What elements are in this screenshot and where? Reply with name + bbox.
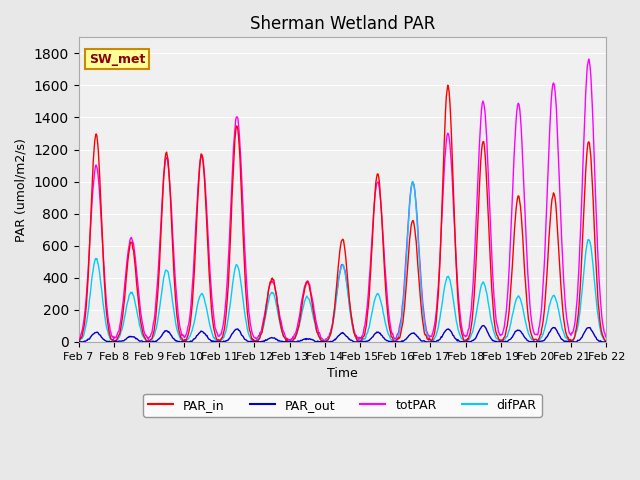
Text: SW_met: SW_met xyxy=(89,53,145,66)
Title: Sherman Wetland PAR: Sherman Wetland PAR xyxy=(250,15,435,33)
Legend: PAR_in, PAR_out, totPAR, difPAR: PAR_in, PAR_out, totPAR, difPAR xyxy=(143,394,541,417)
Y-axis label: PAR (umol/m2/s): PAR (umol/m2/s) xyxy=(15,138,28,241)
X-axis label: Time: Time xyxy=(327,367,358,380)
